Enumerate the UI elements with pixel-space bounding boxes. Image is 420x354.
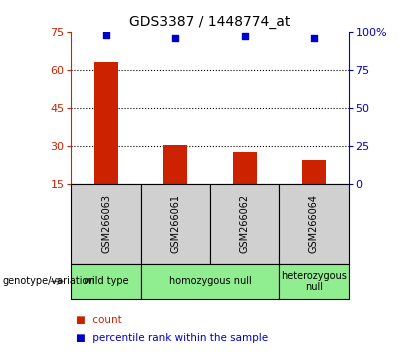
Point xyxy=(103,32,110,38)
Text: GSM266064: GSM266064 xyxy=(309,194,319,253)
Bar xyxy=(163,145,187,184)
Text: ■  count: ■ count xyxy=(76,315,121,325)
Point xyxy=(172,35,179,41)
Point xyxy=(311,35,318,41)
Bar xyxy=(233,152,257,184)
Point xyxy=(241,34,248,39)
Bar xyxy=(94,62,118,184)
Text: homozygous null: homozygous null xyxy=(168,276,252,286)
Bar xyxy=(279,184,349,264)
Bar xyxy=(71,264,141,299)
Text: ■  percentile rank within the sample: ■ percentile rank within the sample xyxy=(76,333,268,343)
Bar xyxy=(71,184,141,264)
Text: GSM266062: GSM266062 xyxy=(240,194,249,253)
Text: genotype/variation: genotype/variation xyxy=(2,276,95,286)
Bar xyxy=(302,160,326,184)
Bar xyxy=(141,264,279,299)
Title: GDS3387 / 1448774_at: GDS3387 / 1448774_at xyxy=(129,16,291,29)
Text: GSM266063: GSM266063 xyxy=(101,194,111,253)
Bar xyxy=(141,184,210,264)
Text: heterozygous
null: heterozygous null xyxy=(281,270,347,292)
Text: GSM266061: GSM266061 xyxy=(171,194,180,253)
Bar xyxy=(279,264,349,299)
Text: wild type: wild type xyxy=(84,276,129,286)
Bar xyxy=(210,184,279,264)
